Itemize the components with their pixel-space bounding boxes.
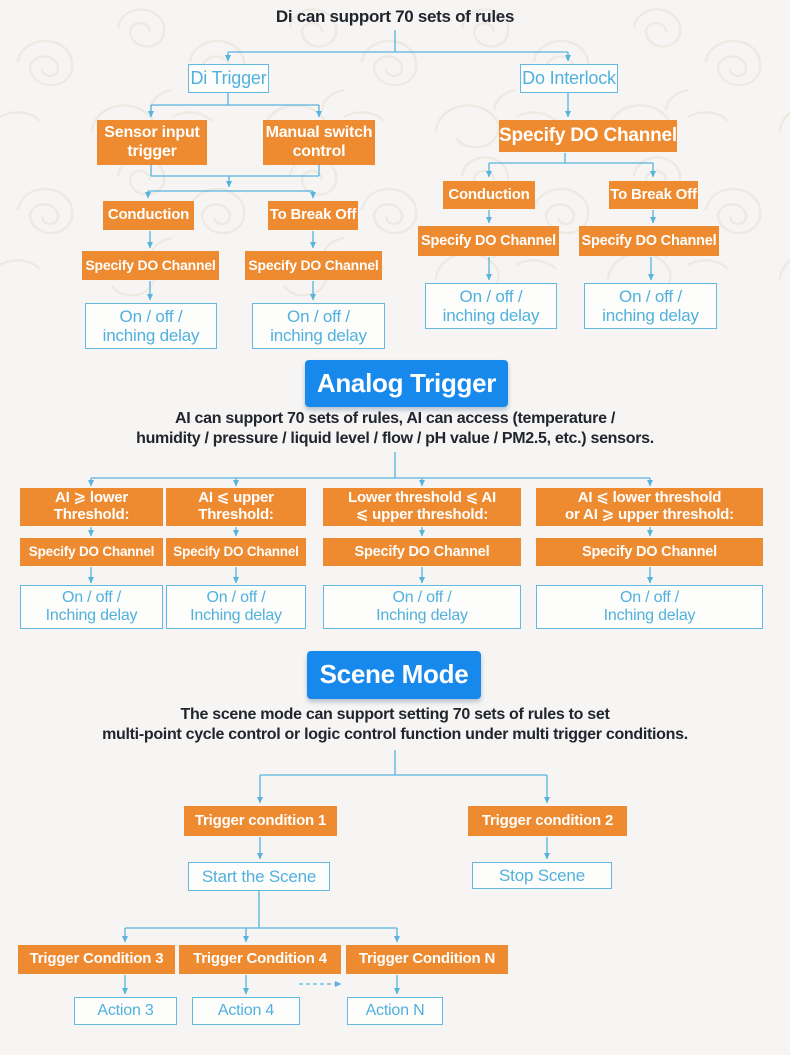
node-result-right-1: On / off / inching delay <box>425 283 557 329</box>
node-result-analog-1: On / off / Inching delay <box>20 585 163 629</box>
node-to-break-off-right: To Break Off <box>609 181 698 209</box>
node-trigger-condition-3: Trigger Condition 3 <box>18 945 175 974</box>
node-result-analog-4: On / off / Inching delay <box>536 585 763 629</box>
analog-trigger-header: Analog Trigger <box>305 360 508 407</box>
node-specify-analog-4: Specify DO Channel <box>536 538 763 566</box>
node-result-right-2: On / off / inching delay <box>584 283 717 329</box>
node-specify-analog-3: Specify DO Channel <box>323 538 521 566</box>
node-specify-analog-1: Specify DO Channel <box>20 538 163 566</box>
node-action-n: Action N <box>347 997 443 1025</box>
node-specify-do-right-2: Specify DO Channel <box>579 226 719 256</box>
node-result-left-2: On / off / inching delay <box>252 303 385 349</box>
node-trigger-condition-2: Trigger condition 2 <box>468 806 627 836</box>
node-ai-condition-4: AI ⩽ lower threshold or AI ⩾ upper thres… <box>536 488 763 526</box>
node-to-break-off-left: To Break Off <box>268 201 358 230</box>
node-trigger-condition-1: Trigger condition 1 <box>184 806 337 836</box>
node-stop-scene: Stop Scene <box>472 862 612 889</box>
scene-description: The scene mode can support setting 70 se… <box>102 706 688 743</box>
node-result-analog-2: On / off / Inching delay <box>166 585 306 629</box>
node-di-trigger: Di Trigger <box>188 64 269 93</box>
node-manual-switch-control: Manual switch control <box>263 120 375 165</box>
node-result-analog-3: On / off / Inching delay <box>323 585 521 629</box>
node-result-left-1: On / off / inching delay <box>85 303 217 349</box>
node-specify-do-left-2: Specify DO Channel <box>245 251 382 280</box>
node-do-interlock: Do Interlock <box>520 64 618 93</box>
node-trigger-condition-4: Trigger Condition 4 <box>179 945 341 974</box>
node-sensor-input-trigger: Sensor input trigger <box>97 120 207 165</box>
node-trigger-condition-n: Trigger Condition N <box>346 945 508 974</box>
node-ai-condition-3: Lower threshold ⩽ AI ⩽ upper threshold: <box>323 488 521 526</box>
node-ai-condition-1: AI ⩾ lower Threshold: <box>20 488 163 526</box>
node-conduction-left: Conduction <box>103 201 194 230</box>
node-action-3: Action 3 <box>74 997 177 1025</box>
di-section-title: Di can support 70 sets of rules <box>275 7 515 26</box>
node-conduction-right: Conduction <box>443 181 535 209</box>
scene-mode-header: Scene Mode <box>307 651 481 699</box>
analog-description: AI can support 70 sets of rules, AI can … <box>136 410 654 447</box>
node-action-4: Action 4 <box>192 997 300 1025</box>
node-specify-analog-2: Specify DO Channel <box>166 538 306 566</box>
node-start-the-scene: Start the Scene <box>188 862 330 891</box>
node-specify-do-right-1: Specify DO Channel <box>418 226 559 256</box>
node-specify-do-left-1: Specify DO Channel <box>82 251 219 280</box>
node-ai-condition-2: AI ⩽ upper Threshold: <box>166 488 306 526</box>
node-specify-do-main: Specify DO Channel <box>499 120 677 152</box>
